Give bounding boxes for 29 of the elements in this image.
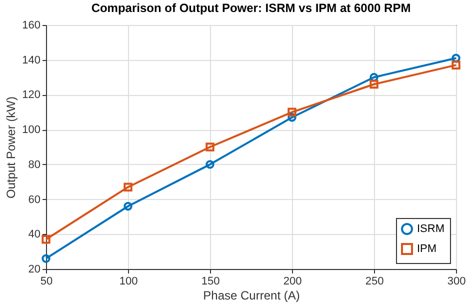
point — [124, 182, 132, 192]
y-tick-label: 140 — [22, 54, 40, 66]
y-tick-label: 80 — [28, 158, 40, 171]
x-tick-label: 250 — [365, 276, 384, 288]
point — [288, 113, 296, 122]
y-tick-label: 160 — [22, 20, 40, 32]
y-tick-label: 40 — [28, 228, 40, 241]
point — [288, 108, 296, 116]
x-tick-label: 300 — [447, 276, 466, 288]
y-tick-label: 60 — [28, 194, 40, 206]
x-tick-label: 150 — [201, 276, 220, 288]
x-tick-label: 100 — [119, 276, 138, 288]
x-axis-title: Phase Current (A) — [203, 288, 300, 302]
y-axis-title: Output Power (kW) — [4, 96, 18, 199]
point — [452, 60, 460, 70]
point — [42, 235, 50, 244]
chart-title: Comparison of Output Power: ISRM vs IPM at 6000 RPM — [91, 1, 411, 15]
point — [124, 202, 132, 211]
y-tick-label: 120 — [22, 89, 40, 102]
point — [206, 160, 214, 169]
x-tick-label: 200 — [283, 276, 302, 288]
x-tick-label: 50 — [40, 276, 53, 288]
y-tick-label: 20 — [28, 264, 40, 276]
legend-label: IPM — [417, 243, 437, 255]
point — [206, 142, 214, 152]
point — [370, 80, 378, 89]
point — [370, 72, 378, 82]
legend-label: ISRM — [417, 223, 444, 235]
y-tick-label: 100 — [22, 124, 40, 136]
